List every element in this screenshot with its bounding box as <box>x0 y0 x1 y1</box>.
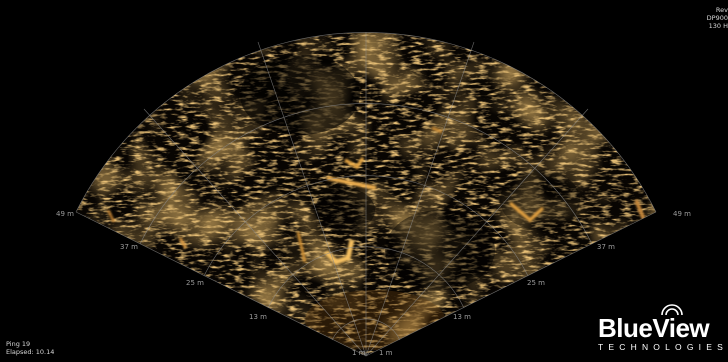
device-info-line: DP900 <box>706 14 728 22</box>
device-info-line: 130 H <box>708 22 728 30</box>
range-label-left-37: 37 m <box>120 243 138 251</box>
ping-status: Ping 19 Elapsed: 10.14 <box>6 340 54 356</box>
range-label-right-37: 37 m <box>597 243 615 251</box>
range-label-right-13: 13 m <box>453 313 471 321</box>
device-info-line: Rev <box>715 6 728 14</box>
ping-number: Ping 19 <box>6 340 31 348</box>
range-label-right-25: 25 m <box>527 279 545 287</box>
range-label-left-1: 1 m <box>352 349 366 357</box>
range-label-left-49: 49 m <box>56 210 74 218</box>
blueview-logo: BlueView TECHNOLOGIES <box>598 304 728 352</box>
range-label-right-1: 1 m <box>379 349 393 357</box>
device-info: Rev DP900 130 H <box>707 6 728 30</box>
elapsed-time: Elapsed: 10.14 <box>6 348 55 356</box>
logo-subtitle: TECHNOLOGIES <box>598 342 728 352</box>
range-label-left-13: 13 m <box>249 313 267 321</box>
signal-wave-icon <box>661 304 683 316</box>
range-label-right-49: 49 m <box>673 210 691 218</box>
range-label-left-25: 25 m <box>186 279 204 287</box>
logo-wordmark: BlueView <box>598 313 710 343</box>
range-grid <box>75 32 657 357</box>
